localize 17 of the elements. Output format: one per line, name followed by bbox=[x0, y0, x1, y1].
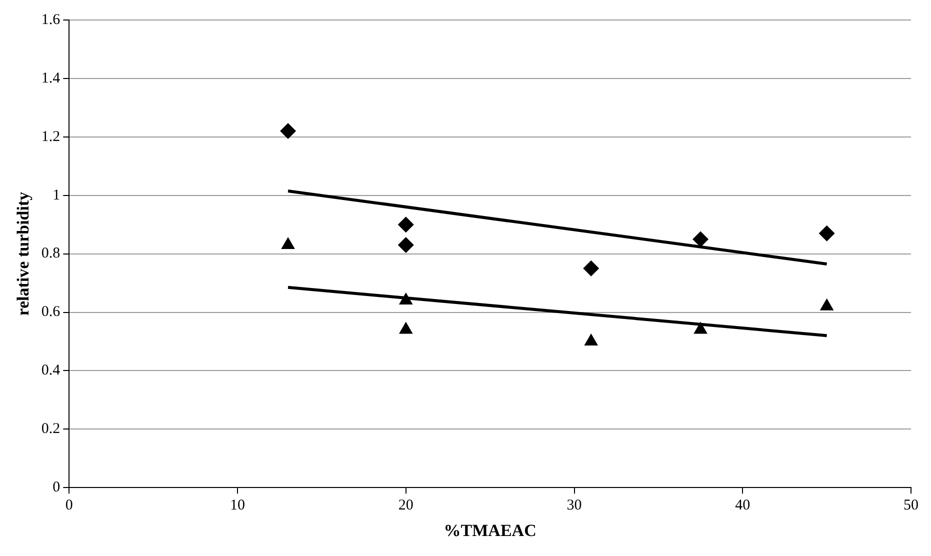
x-tick-label: 10 bbox=[230, 498, 246, 514]
y-tick-label: 1.6 bbox=[41, 12, 61, 28]
x-tick-label: 30 bbox=[566, 498, 582, 514]
x-tick-label: 0 bbox=[65, 498, 73, 514]
y-tick-label: 1.4 bbox=[41, 70, 61, 86]
y-tick-label: 0.4 bbox=[41, 362, 61, 379]
y-tick-label: 0.6 bbox=[41, 304, 61, 320]
y-axis-title: relative turbidity bbox=[14, 191, 33, 316]
y-tick-label: 0 bbox=[52, 480, 60, 496]
x-tick-label: 20 bbox=[398, 498, 414, 514]
y-tick-label: 0.2 bbox=[41, 421, 60, 438]
y-tick-label: 0.8 bbox=[41, 246, 60, 262]
y-tick-label: 1 bbox=[52, 187, 60, 204]
x-tick-label: 40 bbox=[735, 498, 750, 514]
y-tick-label: 1.2 bbox=[41, 128, 60, 145]
x-tick-label: 50 bbox=[904, 498, 918, 514]
x-axis-title: %TMAEAC bbox=[444, 521, 536, 540]
